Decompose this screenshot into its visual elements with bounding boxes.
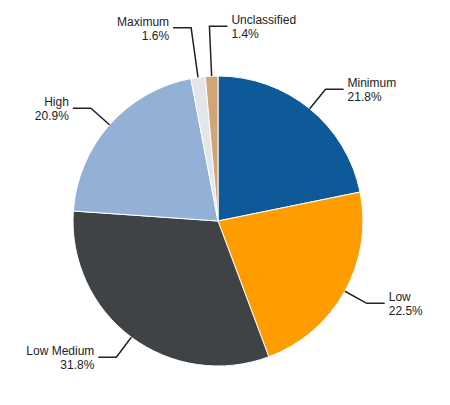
leader-line bbox=[345, 291, 385, 303]
data-label: 1.4% bbox=[231, 27, 259, 41]
pie-slice bbox=[205, 76, 218, 221]
category-label: Minimum bbox=[348, 76, 397, 90]
leader-line bbox=[98, 337, 131, 357]
data-label: 22.5% bbox=[389, 304, 423, 318]
data-label: 21.8% bbox=[348, 90, 382, 104]
pie-chart: Minimum21.8% Low22.5% Low Medium31.8% High2… bbox=[0, 0, 450, 405]
category-label: Low bbox=[389, 290, 411, 304]
pie-slice bbox=[73, 211, 269, 366]
leader-line bbox=[73, 108, 110, 125]
leader-line bbox=[209, 26, 227, 76]
data-label: 31.8% bbox=[60, 358, 94, 372]
leader-line bbox=[173, 28, 198, 78]
data-label: 1.6% bbox=[142, 29, 170, 43]
slices bbox=[73, 76, 363, 366]
category-label: Unclassified bbox=[231, 13, 296, 27]
pie-slice bbox=[191, 77, 218, 221]
leader-line bbox=[310, 89, 344, 108]
category-label: Low Medium bbox=[26, 344, 94, 358]
data-label: 20.9% bbox=[35, 109, 69, 123]
category-label: Maximum bbox=[117, 15, 169, 29]
labels: Minimum21.8% Low22.5% Low Medium31.8% High2… bbox=[26, 13, 423, 372]
category-label: High bbox=[44, 95, 69, 109]
chart-container: Minimum21.8% Low22.5% Low Medium31.8% High2… bbox=[0, 0, 450, 405]
